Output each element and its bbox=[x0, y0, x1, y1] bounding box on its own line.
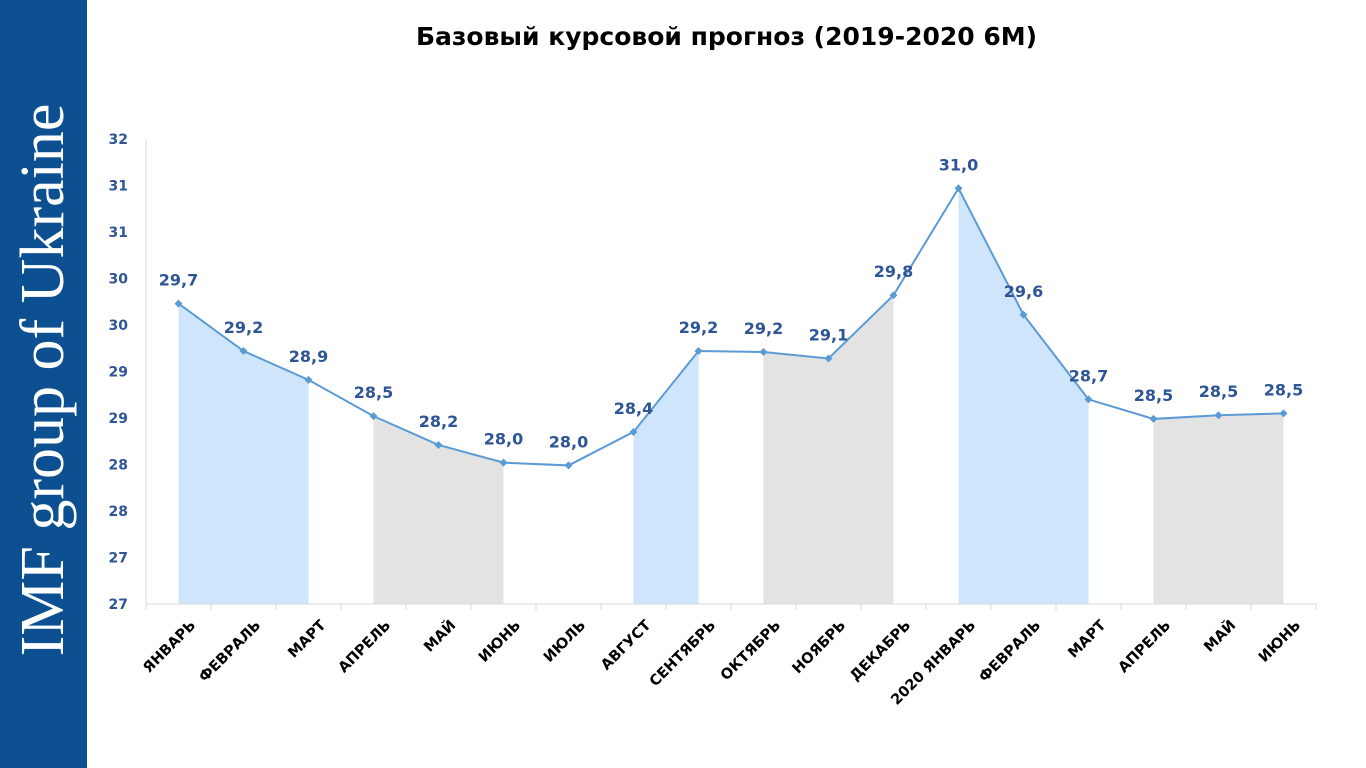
x-tick-label: ИЮНЬ bbox=[476, 618, 524, 666]
x-tick-label: АПРЕЛЬ bbox=[1116, 618, 1175, 677]
x-tick-label: ИЮНЬ bbox=[1256, 618, 1304, 666]
data-label: 28,5 bbox=[1199, 382, 1238, 401]
area-band-0 bbox=[178, 303, 309, 604]
chart-title: Базовый курсовой прогноз (2019-2020 6М) bbox=[415, 22, 1038, 51]
area-band-5 bbox=[1153, 413, 1284, 604]
data-label: 29,7 bbox=[159, 271, 198, 290]
area-band-2 bbox=[633, 351, 699, 604]
y-tick-label: 31 bbox=[109, 179, 128, 195]
data-point bbox=[824, 354, 833, 363]
data-point bbox=[1084, 395, 1093, 404]
data-label: 29,2 bbox=[679, 318, 718, 337]
shaded-bands bbox=[178, 188, 1284, 605]
sidebar-banner: IMF group of Ukraine bbox=[0, 0, 87, 768]
data-point bbox=[174, 299, 183, 308]
data-point bbox=[1214, 411, 1223, 420]
x-tick-label: МАЙ bbox=[1201, 617, 1240, 656]
x-tick-label: ОКТЯБРЬ bbox=[718, 618, 784, 684]
y-tick-label: 29 bbox=[109, 411, 128, 427]
data-label: 29,1 bbox=[809, 325, 848, 344]
series-line bbox=[177, 186, 1284, 467]
series-line-path bbox=[177, 186, 1284, 467]
data-point bbox=[694, 347, 703, 356]
y-tick-label: 28 bbox=[109, 504, 128, 520]
y-tick-label: 31 bbox=[109, 225, 128, 241]
data-point bbox=[564, 461, 573, 470]
data-point bbox=[1019, 310, 1028, 319]
y-tick-label: 30 bbox=[109, 272, 129, 288]
x-tick-label: ФЕВРАЛЬ bbox=[196, 618, 264, 686]
data-point bbox=[629, 427, 638, 436]
x-tick-label: МАЙ bbox=[421, 617, 460, 656]
x-tick-label: МАРТ bbox=[285, 617, 329, 661]
data-label: 28,2 bbox=[419, 412, 458, 431]
data-label: 29,8 bbox=[874, 262, 913, 281]
data-label: 29,6 bbox=[1004, 282, 1043, 301]
y-tick-label: 29 bbox=[109, 365, 128, 381]
x-tick-label: ФЕВРАЛЬ bbox=[976, 618, 1044, 686]
data-point bbox=[369, 412, 378, 421]
y-axis-ticks: 27 27 28 28 29 29 30 30 31 31 32 bbox=[109, 132, 129, 613]
y-tick-label: 30 bbox=[109, 318, 129, 334]
data-label: 28,9 bbox=[289, 347, 328, 366]
x-tick-label: АВГУСТ bbox=[598, 617, 654, 673]
data-label: 31,0 bbox=[939, 155, 978, 174]
x-tick-label: ЯНВАРЬ bbox=[140, 618, 199, 677]
data-labels: 29,7 29,2 28,9 28,5 28,2 28,0 28,0 28,4 29,2 29,2… bbox=[159, 155, 1303, 451]
x-tick-label: НОЯБРЬ bbox=[790, 618, 850, 678]
area-band-1 bbox=[373, 416, 504, 604]
x-tick-label: ИЮЛЬ bbox=[541, 618, 589, 666]
y-tick-label: 32 bbox=[109, 132, 128, 148]
area-band-4 bbox=[958, 188, 1089, 605]
x-tick-label: ДЕКАБРЬ bbox=[847, 618, 914, 685]
data-label: 28,0 bbox=[484, 430, 523, 449]
data-label: 29,2 bbox=[744, 319, 783, 338]
y-tick-label: 27 bbox=[109, 551, 128, 567]
data-point bbox=[889, 291, 898, 300]
data-point bbox=[954, 184, 963, 193]
data-point bbox=[239, 347, 248, 356]
data-point bbox=[499, 458, 508, 467]
data-label: 29,2 bbox=[224, 318, 263, 337]
x-tick-label: СЕНТЯБРЬ bbox=[647, 618, 719, 690]
data-point bbox=[304, 375, 313, 384]
data-label: 28,0 bbox=[549, 432, 588, 451]
data-point bbox=[1149, 414, 1158, 423]
series-points bbox=[174, 184, 1288, 470]
chart-axes bbox=[145, 139, 1317, 610]
x-tick-label: МАРТ bbox=[1065, 617, 1109, 661]
data-label: 28,5 bbox=[1134, 386, 1173, 405]
data-label: 28,5 bbox=[354, 383, 393, 402]
data-point bbox=[759, 347, 768, 356]
area-band-3 bbox=[763, 295, 894, 604]
data-label: 28,7 bbox=[1069, 366, 1108, 385]
data-label: 28,5 bbox=[1264, 380, 1303, 399]
x-tick-label: АПРЕЛЬ bbox=[336, 618, 395, 677]
y-tick-label: 27 bbox=[109, 597, 128, 613]
y-tick-label: 28 bbox=[109, 458, 128, 474]
data-label: 28,4 bbox=[614, 399, 653, 418]
data-point bbox=[1279, 409, 1288, 418]
data-point bbox=[434, 440, 443, 449]
